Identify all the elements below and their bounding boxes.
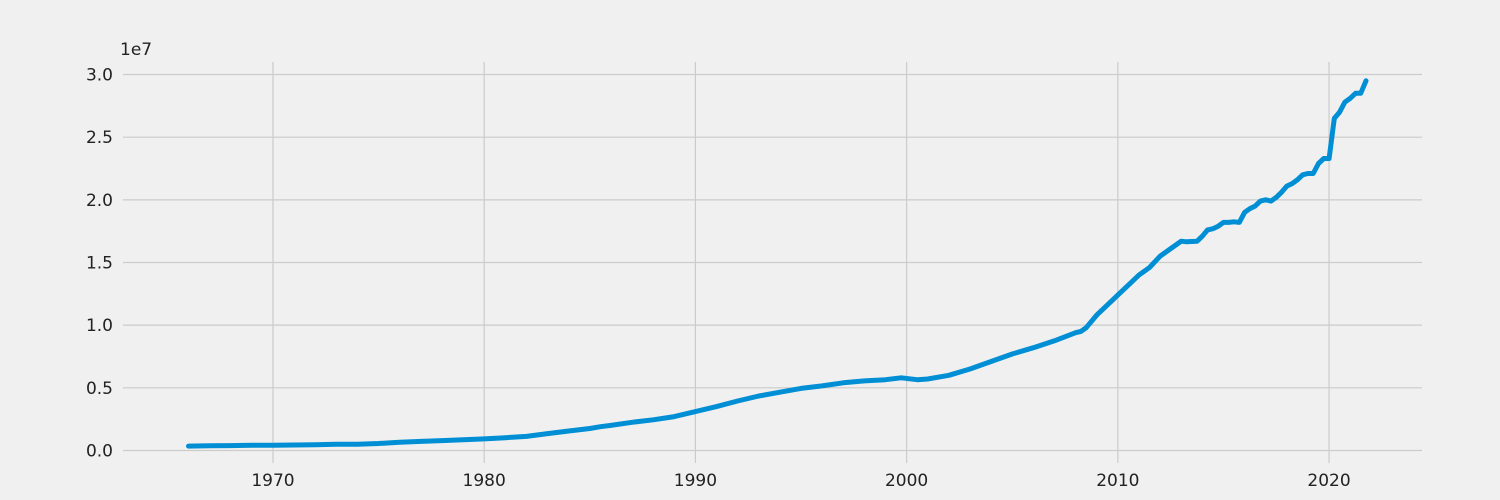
series-layer — [186, 78, 1369, 449]
x-tick-label: 2020 — [1307, 471, 1350, 491]
x-tick-label: 1980 — [463, 471, 506, 491]
y-tick-label: 2.0 — [86, 191, 113, 211]
x-tick-label: 1990 — [674, 471, 717, 491]
y-axis-offset-label: 1e7 — [120, 40, 152, 60]
x-tick-label: 1970 — [251, 471, 294, 491]
x-tick-label: 2010 — [1096, 471, 1139, 491]
y-tick-label: 3.0 — [86, 66, 113, 86]
x-tick-label: 2000 — [885, 471, 928, 491]
x-axis-tick-labels: 1970 1980 1990 2000 2010 2020 — [251, 471, 1350, 491]
series-line-0 — [186, 78, 1369, 449]
y-tick-label: 2.5 — [86, 128, 113, 148]
y-axis-tick-labels: 0.0 0.5 1.0 1.5 2.0 2.5 3.0 — [86, 66, 113, 462]
y-tick-label: 1.0 — [86, 316, 113, 336]
y-tick-label: 1.5 — [86, 254, 113, 274]
grid-lines — [123, 62, 1422, 463]
y-tick-label: 0.0 — [86, 441, 113, 461]
y-tick-label: 0.5 — [86, 379, 113, 399]
